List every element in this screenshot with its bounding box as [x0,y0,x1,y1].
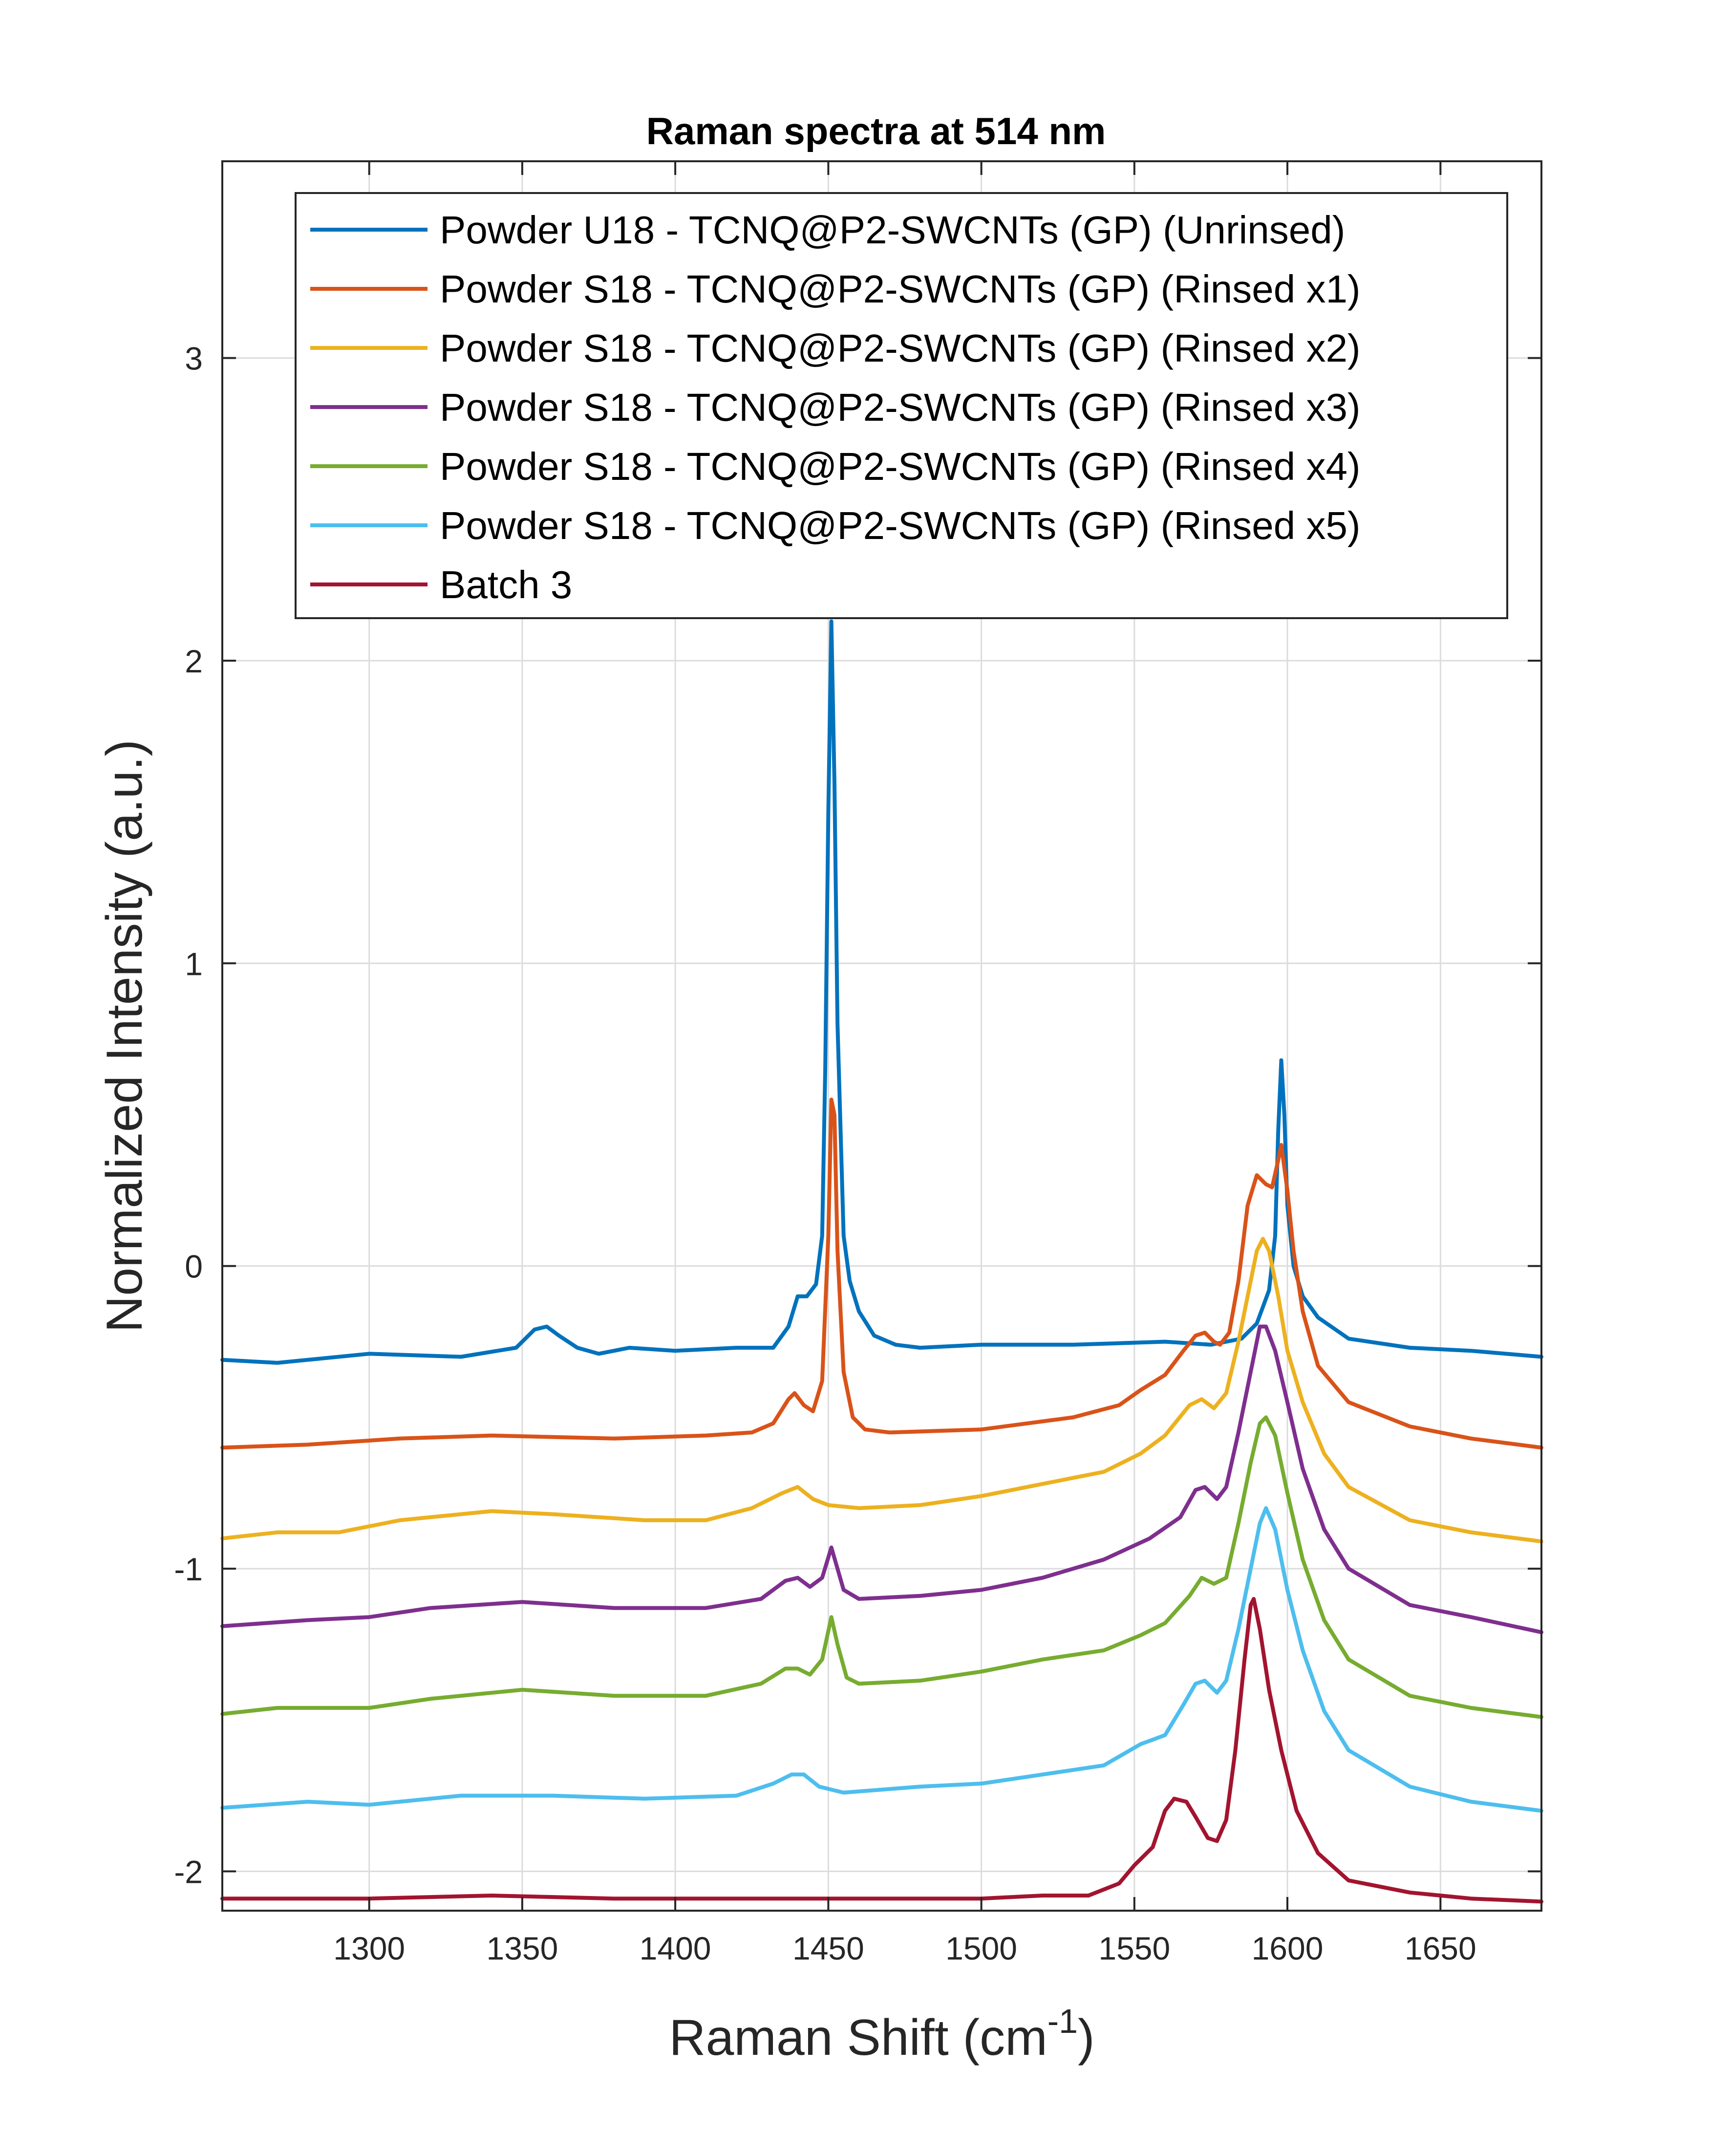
series-line-6 [220,1506,1543,1813]
y-tick-label: 3 [185,341,203,377]
x-tick-label: 1300 [333,1930,405,1966]
ticks [222,161,1541,1911]
series-line-1 [220,619,1543,1365]
y-tick-label: -2 [174,1854,203,1890]
series-line-3 [220,1237,1543,1544]
y-tick-label: 1 [185,946,203,982]
x-tick-label: 1450 [792,1930,864,1966]
x-axis-label-main: Raman Shift (cm [669,2009,1047,2066]
x-axis-label-superscript: -1 [1047,2002,1078,2040]
legend-items: Powder U18 - TCNQ@P2-SWCNTs (GP) (Unrins… [310,208,1361,606]
x-tick-label: 1500 [945,1930,1017,1966]
x-tick-label: 1600 [1252,1930,1324,1966]
legend-label: Powder S18 - TCNQ@P2-SWCNTs (GP) (Rinsed… [440,267,1361,311]
tick-labels: 1300 1350 1400 1450 1500 1550 1600 1650 -2 -1 0 1 2 3 [174,341,1476,1966]
series-line-2 [220,1098,1543,1450]
legend-label: Batch 3 [440,563,572,606]
legend: Powder U18 - TCNQ@P2-SWCNTs (GP) (Unrins… [295,192,1508,619]
x-tick-label: 1400 [640,1930,711,1966]
series-line-5 [220,1415,1543,1719]
y-tick-label: 0 [185,1249,203,1285]
y-tick-label: -1 [174,1551,203,1587]
x-axis-label-end: ) [1078,2009,1095,2066]
legend-label: Powder S18 - TCNQ@P2-SWCNTs (GP) (Rinsed… [440,504,1361,547]
legend-label: Powder U18 - TCNQ@P2-SWCNTs (GP) (Unrins… [440,208,1345,252]
chart-title: Raman spectra at 514 nm [646,109,1106,152]
legend-label: Powder S18 - TCNQ@P2-SWCNTs (GP) (Rinsed… [440,386,1361,429]
y-axis-label: Normalized Intensity (a.u.) [96,739,153,1333]
x-tick-label: 1550 [1098,1930,1170,1966]
plot-frame [221,160,1542,1912]
legend-label: Powder S18 - TCNQ@P2-SWCNTs (GP) (Rinsed… [440,326,1361,370]
x-tick-label: 1650 [1405,1930,1476,1966]
x-tick-label: 1350 [486,1930,558,1966]
x-axis-label: Raman Shift (cm-1) [669,2002,1094,2066]
y-tick-label: 2 [185,643,203,679]
legend-box [295,192,1508,619]
series-line-4 [220,1324,1543,1635]
legend-label: Powder S18 - TCNQ@P2-SWCNTs (GP) (Rinsed… [440,445,1361,488]
